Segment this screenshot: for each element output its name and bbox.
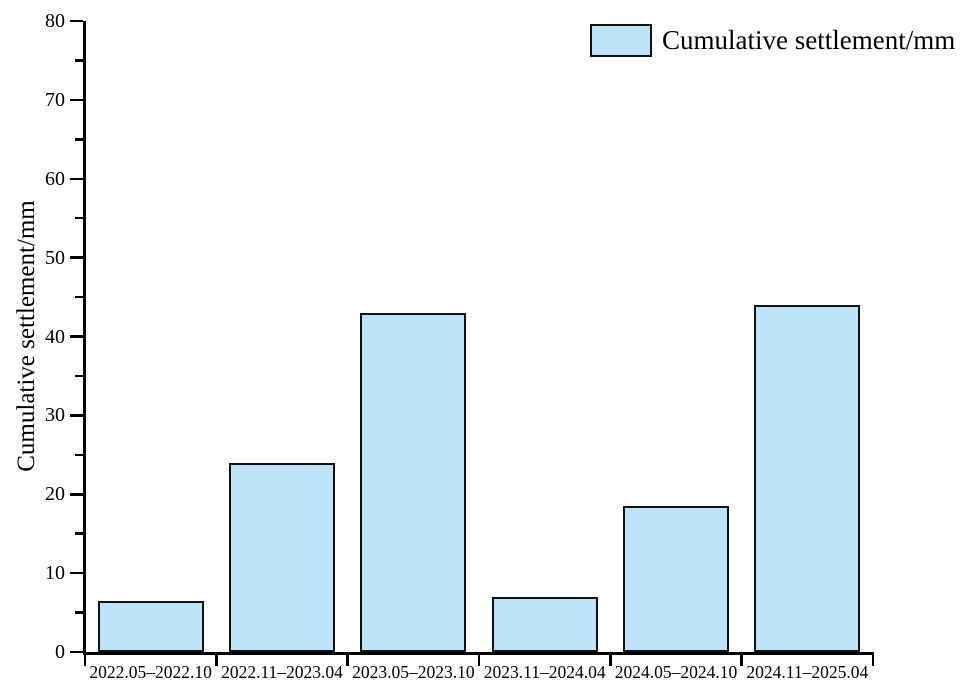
y-tick-label: 10 [45, 562, 65, 585]
x-tick-label: 2023.11–2024.04 [483, 662, 606, 682]
y-axis-spine [83, 21, 86, 654]
y-tick-label: 80 [45, 10, 65, 32]
y-minor-tick [75, 295, 83, 299]
bar [491, 596, 598, 652]
x-tick-label: 2023.05–2023.10 [352, 662, 475, 682]
y-minor-tick [75, 59, 83, 62]
y-major-tick [70, 177, 83, 180]
y-tick-label: 20 [45, 483, 65, 506]
bar [97, 600, 204, 652]
legend-swatch [590, 24, 652, 57]
x-tick [83, 654, 87, 666]
y-tick-label: 0 [55, 641, 65, 663]
y-major-tick [70, 414, 83, 417]
bar [754, 304, 861, 652]
x-axis-spine [83, 652, 874, 655]
y-major-tick [70, 335, 83, 338]
x-tick-label: 2024.05–2024.10 [614, 662, 738, 682]
legend-label: Cumulative settlement/mm [662, 25, 956, 55]
y-tick-label: 70 [45, 88, 65, 111]
y-tick-label: 60 [45, 167, 65, 190]
x-tick-label: 2024.11–2025.04 [746, 662, 869, 682]
y-major-tick [70, 493, 83, 496]
y-tick-label: 30 [45, 404, 65, 427]
y-major-tick [70, 19, 83, 23]
y-minor-tick [75, 532, 83, 535]
y-minor-tick [75, 374, 83, 378]
x-tick-label: 2022.11–2023.04 [221, 662, 343, 682]
bar [360, 312, 467, 652]
y-tick-label: 50 [45, 246, 65, 269]
legend: Cumulative settlement/mm [590, 24, 955, 57]
y-major-tick [70, 98, 83, 102]
y-tick-label: 40 [45, 325, 65, 348]
x-tick [477, 654, 481, 666]
x-tick [346, 654, 349, 666]
bar [623, 506, 729, 652]
x-tick [215, 654, 218, 666]
y-minor-tick [75, 453, 83, 457]
y-minor-tick [75, 138, 83, 141]
x-tick-label: 2022.05–2022.10 [89, 662, 212, 682]
y-minor-tick [75, 216, 83, 220]
y-major-tick [70, 256, 83, 259]
x-tick [609, 654, 612, 666]
x-tick [740, 654, 743, 666]
plot-area: 0 10 20 30 40 50 60 70 80 2022.05–2022.10 2022.11–… [45, 10, 875, 682]
y-major-tick [70, 650, 83, 654]
bar [229, 462, 335, 652]
y-minor-tick [75, 611, 83, 614]
x-tick [871, 654, 875, 666]
y-major-tick [70, 571, 83, 575]
